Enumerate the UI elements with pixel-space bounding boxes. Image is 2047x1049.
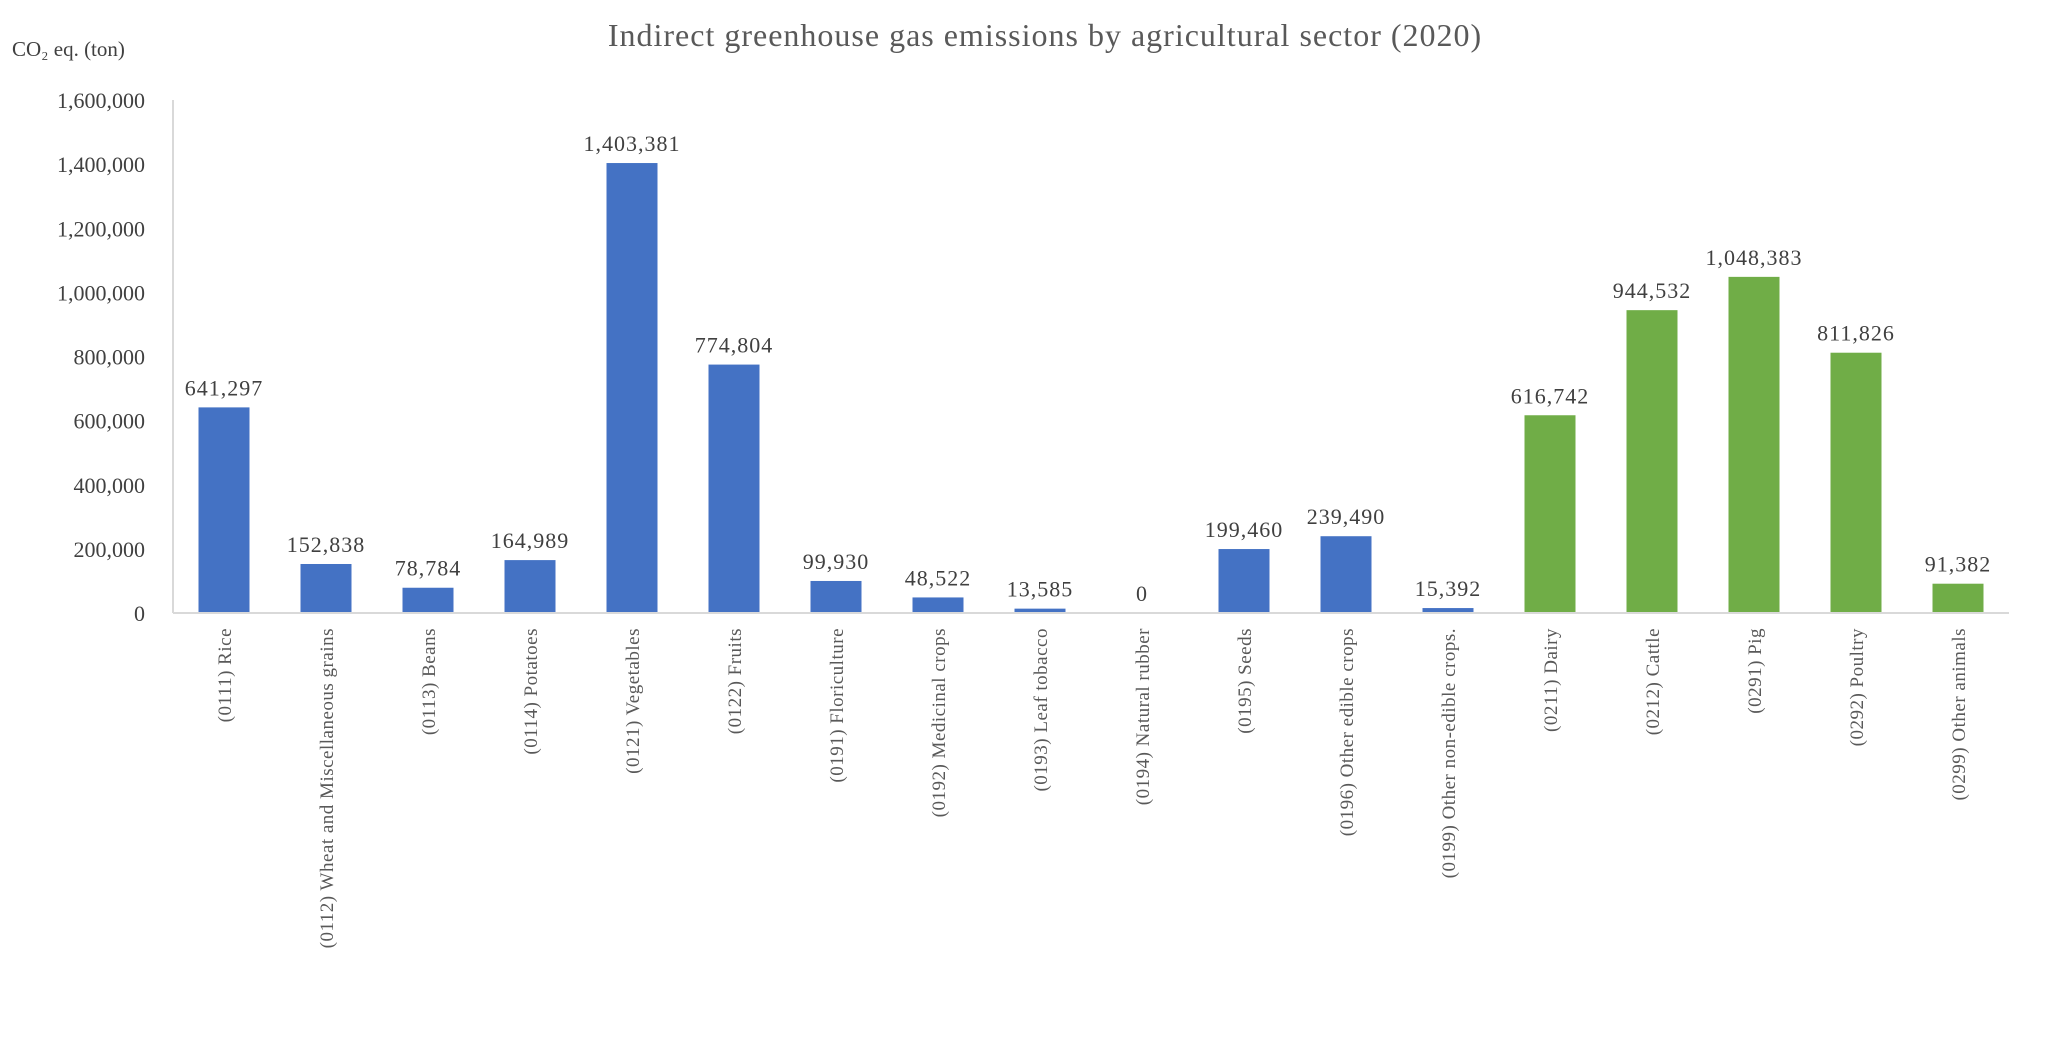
category-label: (0299) Other animals (1949, 628, 1970, 801)
bar-15 (1728, 276, 1780, 613)
data-label: 774,804 (695, 333, 774, 358)
category-label: (0192) Medicinal crops (929, 628, 950, 817)
chart-title: Indirect greenhouse gas emissions by agr… (608, 17, 1482, 53)
bar-14 (1626, 310, 1678, 613)
category-label: (0121) Vegetables (623, 628, 644, 774)
data-label: 641,297 (185, 375, 264, 400)
data-label: 1,403,381 (584, 131, 681, 156)
category-label: (0111) Rice (215, 628, 236, 722)
bar-16 (1830, 352, 1882, 613)
bar-3 (504, 560, 556, 613)
data-label: 91,382 (1925, 552, 1992, 577)
data-label: 239,490 (1307, 504, 1386, 529)
data-label: 1,048,383 (1706, 245, 1803, 270)
category-label: (0112) Wheat and Miscellaneous grains (317, 628, 338, 948)
bar-2 (402, 587, 454, 613)
y-tick-label: 1,400,000 (57, 152, 145, 177)
category-label: (0114) Potatoes (521, 628, 542, 755)
bar-8 (1014, 608, 1066, 613)
bar-10 (1218, 549, 1270, 613)
bar-5 (708, 364, 760, 613)
y-tick-label: 600,000 (74, 409, 146, 434)
data-label: 199,460 (1205, 517, 1284, 542)
data-label: 616,742 (1511, 383, 1590, 408)
data-label: 15,392 (1415, 576, 1482, 601)
data-label: 13,585 (1007, 577, 1074, 602)
category-label: (0199) Other non-edible crops. (1439, 628, 1460, 878)
category-label: (0195) Seeds (1235, 628, 1256, 734)
y-tick-label: 800,000 (74, 345, 146, 370)
bar-6 (810, 580, 862, 613)
data-label: 152,838 (287, 532, 366, 557)
category-label: (0193) Leaf tobacco (1031, 628, 1052, 792)
data-label: 99,930 (803, 549, 870, 574)
data-label: 48,522 (905, 565, 972, 590)
category-label: (0113) Beans (419, 628, 440, 735)
data-label: 164,989 (491, 528, 570, 553)
bar-7 (912, 597, 964, 613)
y-tick-label: 1,600,000 (57, 88, 145, 113)
category-label: (0122) Fruits (725, 628, 746, 734)
bar-0 (198, 407, 250, 613)
category-label: (0212) Cattle (1643, 628, 1664, 735)
bar-12 (1422, 608, 1474, 613)
category-label: (0196) Other edible crops (1337, 628, 1358, 836)
y-tick-label: 1,000,000 (57, 280, 145, 305)
bar-13 (1524, 415, 1576, 613)
category-label: (0194) Natural rubber (1133, 628, 1154, 805)
y-axis-label: CO₂ eq. (ton) (12, 37, 125, 61)
data-label: 0 (1136, 581, 1148, 606)
data-label: 944,532 (1613, 278, 1692, 303)
y-tick-label: 1,200,000 (57, 216, 145, 241)
bar-17 (1932, 583, 1984, 613)
bar-4 (606, 163, 658, 614)
data-label: 78,784 (395, 556, 462, 581)
category-label: (0292) Poultry (1847, 628, 1868, 746)
y-tick-label: 400,000 (74, 473, 146, 498)
bar-1 (300, 563, 352, 613)
bar-11 (1320, 536, 1372, 613)
category-label: (0191) Floriculture (827, 628, 848, 783)
category-label: (0211) Dairy (1541, 628, 1562, 732)
y-tick-label: 0 (134, 601, 145, 626)
data-label: 811,826 (1817, 321, 1895, 346)
y-tick-label: 200,000 (74, 537, 146, 562)
category-label: (0291) Pig (1745, 628, 1766, 714)
